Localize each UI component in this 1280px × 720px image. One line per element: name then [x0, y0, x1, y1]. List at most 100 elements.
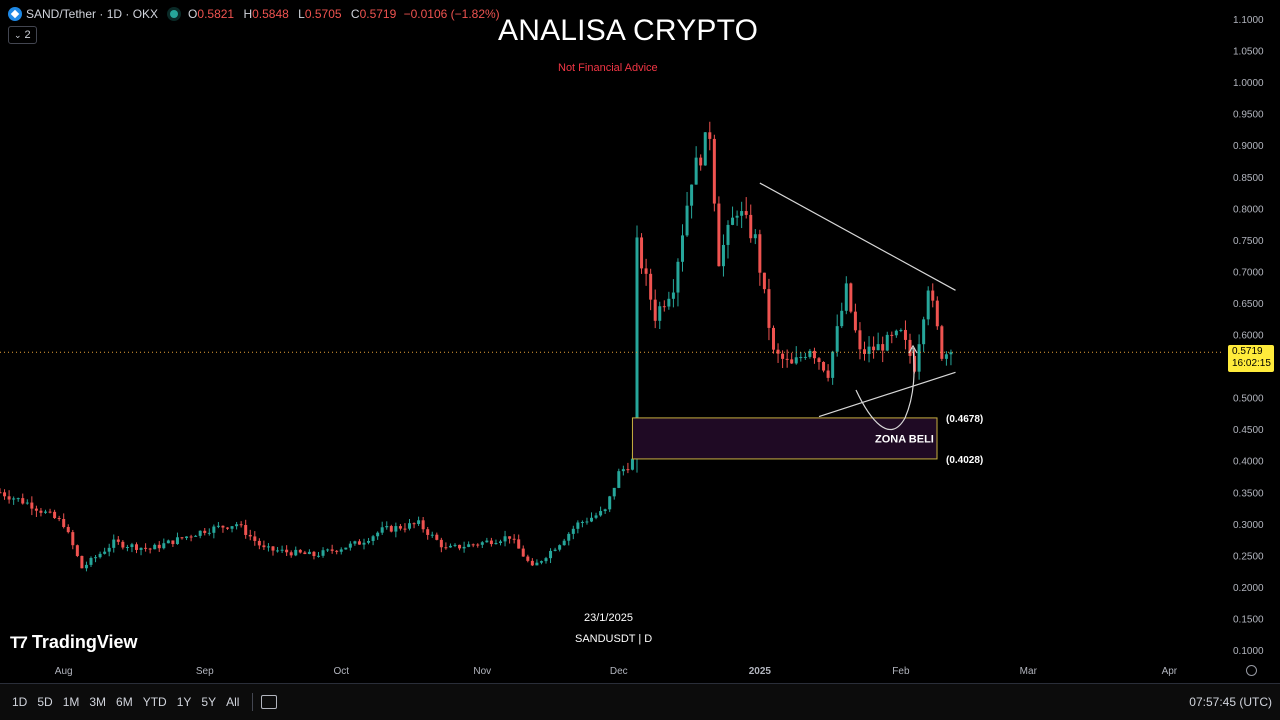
timeframe-5y[interactable]: 5Y [201, 695, 217, 709]
timeframe-1d[interactable]: 1D [12, 695, 28, 709]
buy-zone-rect[interactable] [631, 417, 938, 460]
tradingview-logo[interactable]: T7 TradingView [10, 632, 138, 653]
y-tick-label: 0.4500 [1233, 425, 1264, 436]
x-tick-label: Sep [196, 666, 214, 677]
candle-body [703, 132, 707, 166]
candle-body [166, 540, 170, 544]
candle-body [835, 326, 839, 352]
candle-body [244, 525, 248, 535]
symbol-title[interactable]: SAND/Tether · 1D · OKX [26, 7, 159, 21]
timeframe-all[interactable]: All [226, 695, 240, 709]
candle-body [863, 349, 866, 354]
candle-body [57, 518, 61, 520]
candle-body [662, 306, 666, 308]
indicators-toggle[interactable]: ⌄ 2 [8, 26, 37, 44]
candle-body [553, 549, 557, 551]
triangle-upper-trendline[interactable] [759, 182, 956, 291]
candle-body [12, 498, 16, 500]
candle-body [53, 511, 57, 519]
candle-body [367, 540, 371, 543]
y-tick-label: 0.7500 [1233, 236, 1264, 247]
axis-settings-icon[interactable] [1246, 665, 1257, 676]
candle-body [394, 526, 398, 532]
candle-body [908, 339, 912, 356]
candle-body [653, 299, 657, 321]
candle-body [462, 546, 466, 549]
candle-body [685, 205, 689, 236]
candle-body [658, 306, 662, 321]
candle-body [489, 540, 493, 545]
candle-body [476, 544, 480, 546]
buy-zone[interactable]: ZONA BELI (0.4678) (0.4028) [631, 414, 983, 466]
candle-body [471, 544, 475, 546]
candle-body [430, 534, 434, 536]
candle-body [790, 359, 794, 364]
candle-body [603, 509, 607, 512]
candle-body [44, 511, 47, 513]
candle-body [385, 526, 389, 528]
candle-body [0, 492, 2, 494]
candle-body [562, 540, 566, 546]
timeframe-1y[interactable]: 1Y [176, 695, 192, 709]
calendar-range-icon[interactable] [261, 695, 278, 709]
y-tick-label: 1.0000 [1233, 78, 1264, 89]
candle-body [580, 521, 584, 523]
timeframe-ytd[interactable]: YTD [142, 695, 167, 709]
candle-body [3, 492, 7, 497]
tradingview-brand: TradingView [31, 632, 138, 652]
candle-body [799, 357, 803, 359]
candle-body [89, 557, 93, 565]
candle-body [444, 547, 448, 549]
candle-body [512, 538, 516, 540]
candle-body [266, 546, 270, 548]
candle-body [371, 536, 375, 541]
candle-body [935, 300, 939, 327]
candle-body [330, 549, 334, 551]
candle-body [517, 539, 521, 549]
candle-body [539, 561, 543, 563]
candle-body [103, 551, 107, 554]
candle-body [803, 356, 807, 358]
utc-clock[interactable]: 07:57:45 (UTC) [1189, 695, 1272, 709]
candle-body [671, 292, 675, 299]
candle-body [885, 334, 889, 351]
candle-body [712, 138, 716, 204]
candle-body [949, 352, 953, 355]
y-tick-label: 1.0500 [1233, 47, 1264, 58]
timeframe-5d[interactable]: 5D [37, 695, 53, 709]
candle-body [608, 496, 612, 510]
candle-body [840, 310, 844, 327]
candle-body [175, 537, 179, 545]
candle-body [271, 546, 275, 551]
candle-body [298, 549, 302, 553]
candle-body [758, 234, 762, 273]
candle-body [262, 545, 266, 548]
candle-body [458, 544, 462, 549]
candle-body [198, 530, 202, 536]
timeframe-1m[interactable]: 1M [62, 695, 80, 709]
x-tick-label: Apr [1162, 666, 1178, 677]
buy-zone-upper-price: (0.4678) [946, 414, 983, 425]
candle-body [139, 547, 143, 550]
candle-body [621, 469, 625, 472]
timeframe-3m[interactable]: 3M [89, 695, 107, 709]
candle-body [721, 244, 725, 267]
candle-body [162, 543, 166, 549]
candle-body [494, 543, 498, 545]
candle-body [448, 545, 452, 548]
triangle-lower-trendline[interactable] [818, 371, 956, 418]
candle-body [353, 541, 357, 544]
y-tick-label: 0.9500 [1233, 110, 1264, 121]
candle-body [207, 532, 211, 534]
projection-arrow[interactable] [855, 347, 915, 431]
candle-body [294, 549, 298, 556]
x-tick-label: Mar [1020, 666, 1038, 677]
x-tick-label: 2025 [749, 666, 772, 677]
candle-body [312, 551, 316, 557]
candle-body [917, 344, 921, 372]
price-chart[interactable]: ZONA BELI (0.4678) (0.4028) 1.1000 1.0500… [0, 0, 1280, 683]
date-note: 23/1/2025 [584, 612, 633, 624]
candle-body [694, 157, 698, 185]
candle-body [480, 542, 484, 545]
timeframe-6m[interactable]: 6M [116, 695, 133, 709]
